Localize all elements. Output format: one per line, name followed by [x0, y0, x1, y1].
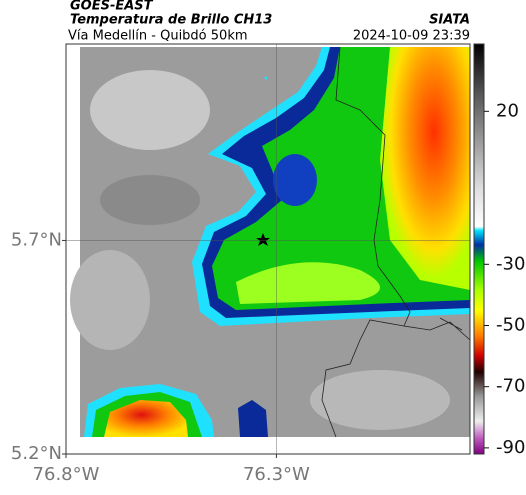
lat-tick-label: 5.2°N [11, 443, 62, 464]
lon-tick-label: 76.3°W [243, 464, 310, 485]
colorbar-tick-label: -50 [496, 314, 525, 335]
colorbar [473, 43, 485, 455]
source: GOES-EAST [70, 0, 154, 14]
lat-tick-label: 5.7°N [11, 229, 62, 250]
lon-tick-label: 76.8°W [33, 464, 100, 485]
product: Temperatura de Brillo CH13 [70, 13, 272, 28]
timestamp: 2024-10-09 23:39 [353, 29, 470, 44]
colorbar-tick-label: -70 [496, 376, 525, 397]
region: Vía Medellín - Quibdó 50km [68, 29, 248, 44]
agency: SIATA [429, 13, 470, 28]
colorbar-tick-label: -30 [496, 253, 525, 274]
colorbar-tick-label: 20 [496, 100, 519, 121]
colorbar-tick-label: -90 [496, 437, 525, 458]
satellite-image [65, 43, 471, 455]
